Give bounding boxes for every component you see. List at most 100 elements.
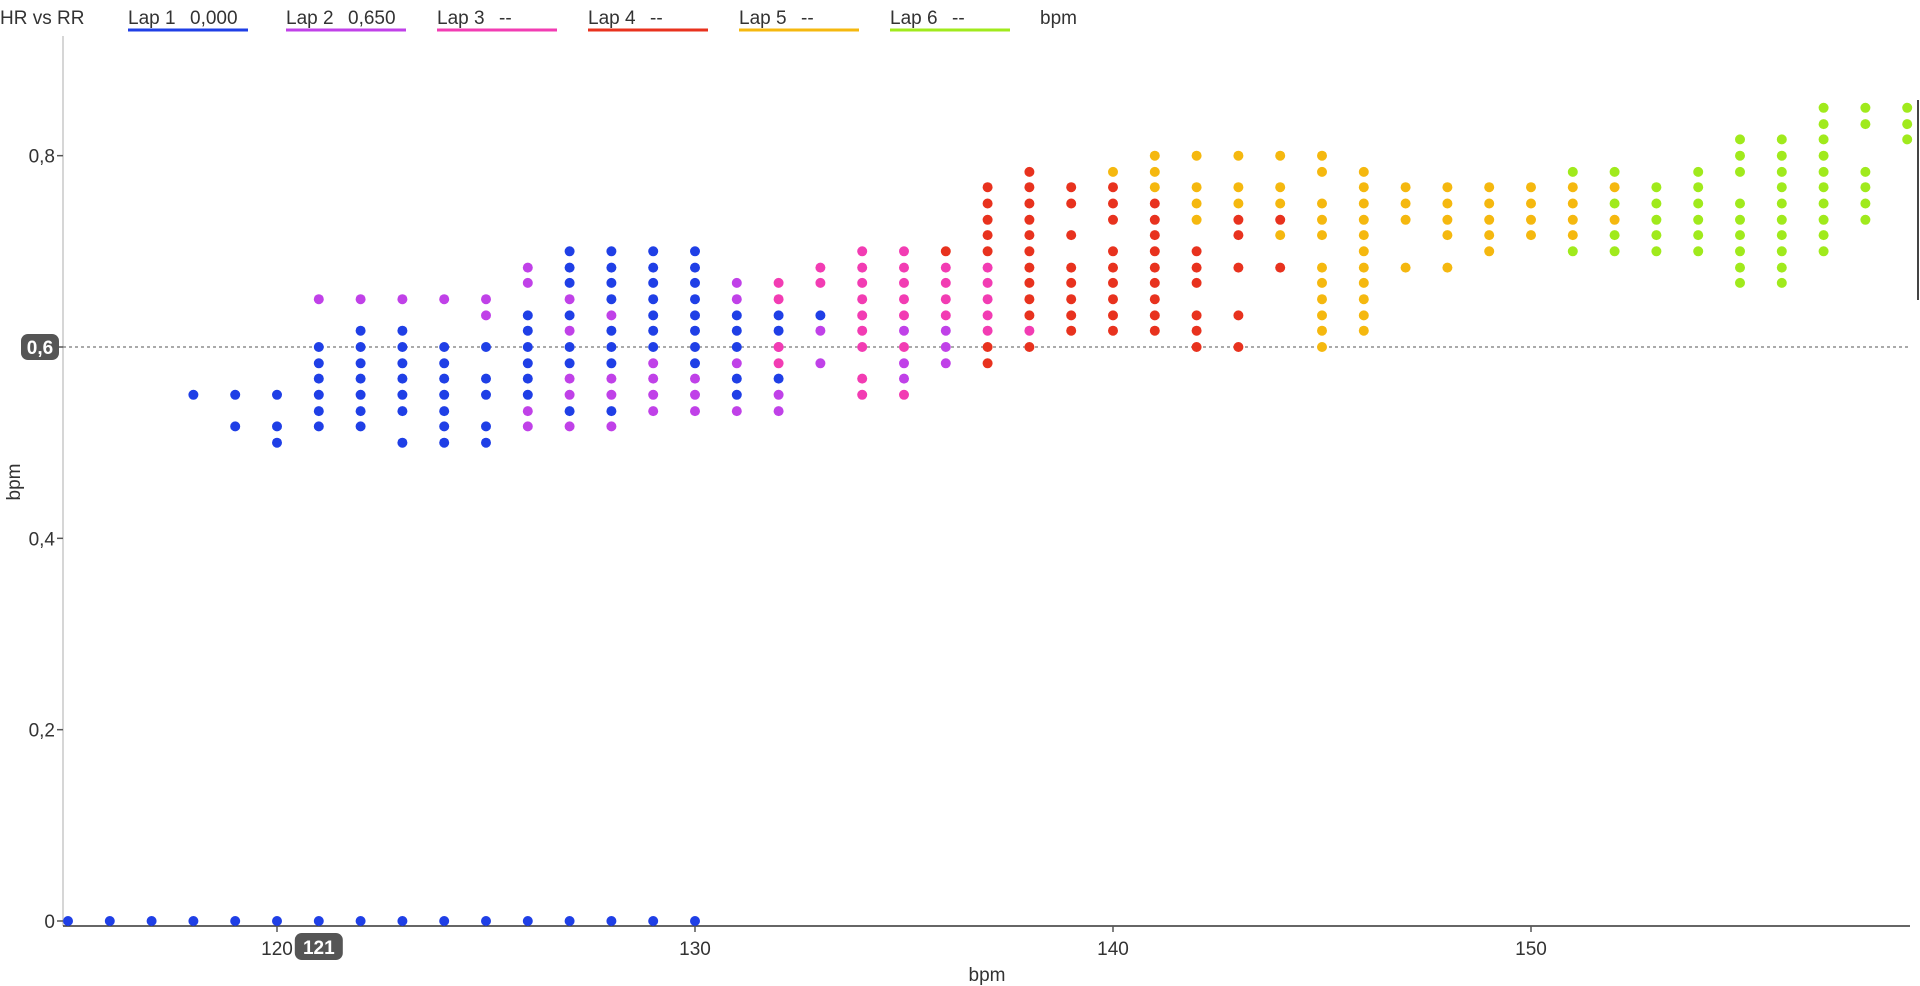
legend-series-name: Lap 4 [588,8,636,29]
data-point [1526,198,1536,209]
data-point [982,262,993,273]
legend-item-lap-1[interactable]: Lap 1 0,000 [128,8,248,32]
data-point [1149,325,1160,336]
data-point [1024,182,1035,193]
data-point [522,277,533,288]
data-point [773,342,784,352]
data-point [1651,214,1662,225]
data-point [1108,325,1118,336]
data-point [940,310,951,321]
data-point [313,294,324,305]
data-point [230,916,241,926]
data-point [1066,182,1077,193]
data-point [1191,150,1202,161]
data-point [1317,342,1327,352]
data-point [355,406,366,417]
data-point [1776,262,1787,273]
data-point [1484,246,1495,257]
data-point [690,406,700,417]
legend-item-lap-2[interactable]: Lap 2 0,650 [286,8,406,32]
data-point [188,916,199,926]
data-point [1693,214,1704,225]
data-point [1233,230,1244,241]
y-axis-title: bpm [4,464,25,501]
data-point [731,406,742,417]
data-point [1567,246,1578,257]
data-point [731,342,742,352]
data-point [1776,134,1787,145]
data-point [1275,198,1286,209]
data-point [1358,230,1369,241]
data-point [690,916,700,926]
legend-series-value: -- [650,8,663,29]
legend-item-lap-4[interactable]: Lap 4 -- [588,8,708,32]
data-point [982,358,993,369]
data-point [272,421,282,432]
data-point [564,421,575,432]
data-point [1024,325,1035,336]
data-point [606,358,617,369]
data-point [1191,277,1202,288]
data-point [1149,262,1160,273]
data-point [648,325,659,336]
data-point [1860,198,1871,209]
data-point [606,389,617,400]
data-point [439,358,450,369]
data-point [857,310,868,321]
legend-item-lap-6[interactable]: Lap 6 -- [890,8,1010,32]
data-point [564,294,575,305]
data-point [1066,230,1077,241]
data-point [815,358,826,369]
data-point [773,325,784,336]
data-point [857,373,868,384]
data-point [1860,214,1871,225]
data-point [522,406,533,417]
data-point [1651,246,1662,257]
data-point [1149,182,1160,193]
legend-item-lap-3[interactable]: Lap 3 -- [437,8,557,32]
data-point [1358,246,1369,257]
data-point [1358,198,1369,209]
data-point [648,358,659,369]
data-point [1776,150,1787,161]
x-tick-label: 120 [261,939,293,960]
data-point [982,246,993,257]
data-point [857,246,868,257]
data-point [1609,230,1620,241]
data-point [815,325,826,336]
legend-item-lap-5[interactable]: Lap 5 -- [739,8,859,32]
data-point [1108,246,1118,257]
data-point [1024,277,1035,288]
scatter-points [63,102,1913,926]
data-point [1693,182,1704,193]
data-point [1108,310,1118,321]
svg-text:0,6: 0,6 [27,338,53,359]
data-point [1191,325,1202,336]
data-point [1442,262,1453,273]
data-point [522,310,533,321]
data-point [439,437,450,448]
data-point [982,277,993,288]
y-tick-label: 0 [44,912,55,933]
data-point [940,246,951,257]
data-point [1735,214,1745,225]
data-point [1735,230,1745,241]
data-point [606,916,617,926]
data-point [1609,198,1620,209]
data-point [522,342,533,352]
data-point [1191,214,1202,225]
data-point [1860,119,1871,130]
data-point [1317,198,1327,209]
data-point [1567,166,1578,177]
legend-series-name: Lap 5 [739,8,787,29]
data-point [397,358,408,369]
data-point [1526,182,1536,193]
data-point [1358,325,1369,336]
data-point [1066,262,1077,273]
data-point [522,421,533,432]
data-point [940,277,951,288]
legend-series-value: -- [801,8,814,29]
data-point [606,421,617,432]
data-point [1149,214,1160,225]
data-point [1735,246,1745,257]
